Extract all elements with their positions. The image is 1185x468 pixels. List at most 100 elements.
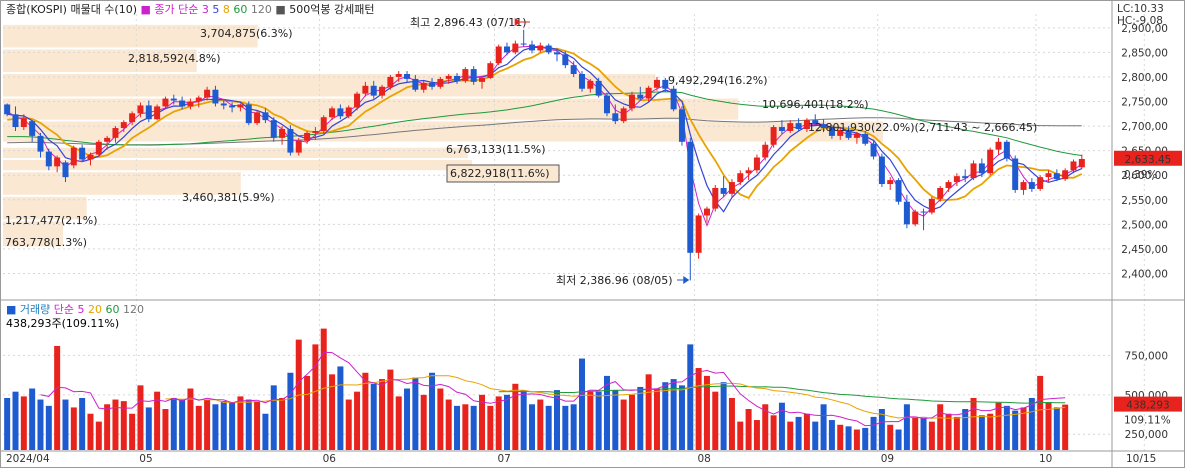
volume-bar[interactable] (562, 405, 569, 450)
candle-body[interactable] (762, 144, 769, 158)
candle-body[interactable] (204, 89, 211, 98)
volume-bar[interactable] (487, 405, 494, 450)
volume-bar[interactable] (620, 399, 627, 450)
volume-bar[interactable] (479, 394, 486, 450)
volume-bar[interactable] (437, 388, 444, 450)
volume-bar[interactable] (229, 402, 236, 450)
volume-bar[interactable] (962, 409, 969, 450)
candle-body[interactable] (628, 94, 635, 109)
volume-bar[interactable] (404, 388, 411, 450)
candle-body[interactable] (304, 132, 311, 141)
candle-body[interactable] (612, 113, 619, 122)
volume-bar[interactable] (887, 424, 894, 450)
candle-body[interactable] (262, 112, 269, 121)
volume-bar[interactable] (820, 404, 827, 450)
candle-body[interactable] (920, 211, 927, 213)
candle-body[interactable] (970, 163, 977, 179)
candle-body[interactable] (820, 124, 827, 129)
volume-bar[interactable] (587, 391, 594, 450)
candle-body[interactable] (803, 120, 810, 130)
volume-bar[interactable] (170, 397, 177, 450)
volume-bar[interactable] (287, 372, 294, 450)
volume-bar[interactable] (129, 413, 136, 450)
candle-body[interactable] (4, 104, 11, 115)
candle-body[interactable] (95, 141, 102, 155)
volume-bar[interactable] (895, 429, 902, 450)
candle-body[interactable] (212, 89, 219, 104)
candle-body[interactable] (162, 98, 169, 107)
candle-body[interactable] (787, 123, 794, 131)
volume-bar[interactable] (912, 416, 919, 450)
candle-body[interactable] (1045, 173, 1052, 178)
volume-bar[interactable] (987, 413, 994, 450)
volume-bar[interactable] (745, 409, 752, 450)
volume-bar[interactable] (862, 427, 869, 450)
volume-bar[interactable] (953, 416, 960, 450)
volume-bar[interactable] (362, 372, 369, 450)
volume-bar[interactable] (120, 401, 127, 450)
volume-bar[interactable] (937, 404, 944, 450)
volume-bar[interactable] (29, 388, 36, 450)
candle-body[interactable] (529, 44, 536, 51)
volume-bar[interactable] (354, 391, 361, 450)
candle-body[interactable] (770, 127, 777, 145)
volume-bar[interactable] (70, 407, 77, 450)
candle-body[interactable] (279, 129, 286, 138)
volume-bar[interactable] (870, 416, 877, 450)
volume-bar[interactable] (304, 375, 311, 450)
volume-bar[interactable] (662, 382, 669, 450)
candle-body[interactable] (862, 133, 869, 144)
candle-body[interactable] (662, 79, 669, 89)
candle-body[interactable] (254, 112, 261, 124)
volume-bar[interactable] (1062, 404, 1069, 450)
candle-body[interactable] (537, 45, 544, 51)
candle-body[interactable] (837, 130, 844, 136)
volume-bar[interactable] (212, 404, 219, 450)
volume-bar[interactable] (678, 385, 685, 450)
volume-bar[interactable] (45, 405, 52, 450)
volume-bar[interactable] (695, 368, 702, 450)
candle-body[interactable] (120, 122, 127, 129)
volume-bar[interactable] (245, 399, 252, 450)
volume-bar[interactable] (87, 413, 94, 450)
candle-body[interactable] (512, 43, 519, 53)
volume-bar[interactable] (770, 415, 777, 450)
volume-bar[interactable] (603, 375, 610, 450)
candle-body[interactable] (962, 176, 969, 179)
volume-bar[interactable] (637, 386, 644, 450)
volume-bar[interactable] (595, 391, 602, 450)
volume-bar[interactable] (320, 328, 327, 450)
volume-bar[interactable] (470, 405, 477, 450)
candle-body[interactable] (54, 157, 61, 167)
candle-body[interactable] (129, 113, 136, 123)
volume-bar[interactable] (329, 374, 336, 450)
volume-bar[interactable] (204, 399, 211, 450)
candle-body[interactable] (387, 76, 394, 87)
volume-bar[interactable] (995, 402, 1002, 450)
candle-body[interactable] (462, 69, 469, 81)
candle-body[interactable] (987, 149, 994, 174)
volume-bar[interactable] (970, 397, 977, 450)
candle-body[interactable] (179, 100, 186, 107)
volume-bar[interactable] (4, 397, 11, 450)
volume-bar[interactable] (420, 394, 427, 450)
candle-body[interactable] (845, 130, 852, 138)
volume-bar[interactable] (520, 390, 527, 450)
volume-bar[interactable] (1003, 405, 1010, 450)
volume-bar[interactable] (454, 405, 461, 450)
volume-bar[interactable] (803, 413, 810, 450)
candle-body[interactable] (429, 82, 436, 87)
volume-bar[interactable] (762, 404, 769, 450)
candle-body[interactable] (645, 87, 652, 99)
volume-bar[interactable] (812, 421, 819, 450)
candle-body[interactable] (687, 141, 694, 253)
candle-body[interactable] (1062, 170, 1069, 180)
candle-body[interactable] (362, 85, 369, 94)
candle-body[interactable] (229, 105, 236, 108)
candle-body[interactable] (70, 147, 77, 166)
volume-bar[interactable] (387, 369, 394, 450)
candle-body[interactable] (728, 182, 735, 194)
volume-bar[interactable] (828, 420, 835, 450)
volume-bar[interactable] (112, 399, 119, 450)
candle-body[interactable] (1020, 182, 1027, 190)
